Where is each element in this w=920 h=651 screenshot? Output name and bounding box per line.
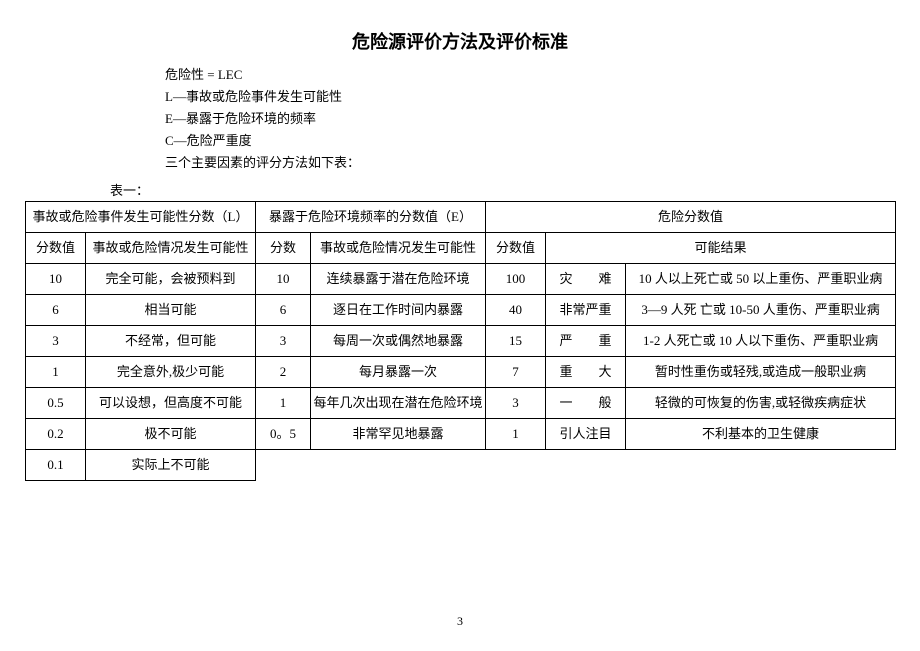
header-c-score: 分数值 xyxy=(486,233,546,264)
header-e-desc: 事故或危险情况发生可能性 xyxy=(311,233,486,264)
cell-l-score: 0.2 xyxy=(26,419,86,450)
cell-c-desc xyxy=(626,450,896,481)
lec-table: 事故或危险事件发生可能性分数（L） 暴露于危险环境频率的分数值（E） 危险分数值… xyxy=(25,201,896,481)
intro-line-4: C—危险严重度 xyxy=(165,130,920,152)
table-label: 表一： xyxy=(110,180,920,199)
cell-c-score: 1 xyxy=(486,419,546,450)
cell-c-desc: 1-2 人死亡或 10 人以下重伤、严重职业病 xyxy=(626,326,896,357)
cell-c-score xyxy=(486,450,546,481)
table-row: 10 完全可能，会被预料到 10 连续暴露于潜在危险环境 100 灾 难 10 … xyxy=(26,264,896,295)
header-group-l: 事故或危险事件发生可能性分数（L） xyxy=(26,202,256,233)
cell-c-score: 40 xyxy=(486,295,546,326)
cell-c-score: 15 xyxy=(486,326,546,357)
cell-e-desc: 连续暴露于潜在危险环境 xyxy=(311,264,486,295)
cell-c-level xyxy=(546,450,626,481)
cell-l-desc: 完全可能，会被预料到 xyxy=(86,264,256,295)
cell-e-desc: 每周一次或偶然地暴露 xyxy=(311,326,486,357)
intro-line-3: E—暴露于危险环境的频率 xyxy=(165,108,920,130)
table-row: 3 不经常，但可能 3 每周一次或偶然地暴露 15 严 重 1-2 人死亡或 1… xyxy=(26,326,896,357)
cell-c-desc: 轻微的可恢复的伤害,或轻微疾病症状 xyxy=(626,388,896,419)
header-l-score: 分数值 xyxy=(26,233,86,264)
cell-c-score: 7 xyxy=(486,357,546,388)
cell-e-score: 6 xyxy=(256,295,311,326)
table-row: 1 完全意外,极少可能 2 每月暴露一次 7 重 大 暂时性重伤或轻残,或造成一… xyxy=(26,357,896,388)
cell-l-desc: 实际上不可能 xyxy=(86,450,256,481)
cell-e-desc: 每月暴露一次 xyxy=(311,357,486,388)
cell-c-score: 3 xyxy=(486,388,546,419)
cell-c-desc: 暂时性重伤或轻残,或造成一般职业病 xyxy=(626,357,896,388)
cell-l-score: 0.1 xyxy=(26,450,86,481)
cell-c-score: 100 xyxy=(486,264,546,295)
header-row-2: 分数值 事故或危险情况发生可能性 分数 事故或危险情况发生可能性 分数值 可能结… xyxy=(26,233,896,264)
page-number: 3 xyxy=(0,614,920,629)
header-c-result: 可能结果 xyxy=(546,233,896,264)
intro-block: 危险性 = LEC L—事故或危险事件发生可能性 E—暴露于危险环境的频率 C—… xyxy=(165,64,920,174)
cell-e-score: 2 xyxy=(256,357,311,388)
cell-e-score: 0。5 xyxy=(256,419,311,450)
intro-line-2: L—事故或危险事件发生可能性 xyxy=(165,86,920,108)
cell-l-desc: 可以设想，但高度不可能 xyxy=(86,388,256,419)
cell-l-desc: 不经常，但可能 xyxy=(86,326,256,357)
table-row: 0.5 可以设想，但高度不可能 1 每年几次出现在潜在危险环境 3 一 般 轻微… xyxy=(26,388,896,419)
page-title: 危险源评价方法及评价标准 xyxy=(0,0,920,64)
cell-c-level: 非常严重 xyxy=(546,295,626,326)
header-l-desc: 事故或危险情况发生可能性 xyxy=(86,233,256,264)
cell-l-desc: 极不可能 xyxy=(86,419,256,450)
header-group-e: 暴露于危险环境频率的分数值（E） xyxy=(256,202,486,233)
cell-e-desc xyxy=(311,450,486,481)
cell-c-level: 灾 难 xyxy=(546,264,626,295)
cell-c-level: 严 重 xyxy=(546,326,626,357)
header-group-c: 危险分数值 xyxy=(486,202,896,233)
cell-l-score: 10 xyxy=(26,264,86,295)
cell-e-score: 3 xyxy=(256,326,311,357)
header-e-score: 分数 xyxy=(256,233,311,264)
cell-e-score: 10 xyxy=(256,264,311,295)
table-row: 6 相当可能 6 逐日在工作时间内暴露 40 非常严重 3—9 人死 亡或 10… xyxy=(26,295,896,326)
table-row: 0.2 极不可能 0。5 非常罕见地暴露 1 引人注目 不利基本的卫生健康 xyxy=(26,419,896,450)
cell-l-score: 6 xyxy=(26,295,86,326)
header-row-1: 事故或危险事件发生可能性分数（L） 暴露于危险环境频率的分数值（E） 危险分数值 xyxy=(26,202,896,233)
intro-line-1: 危险性 = LEC xyxy=(165,64,920,86)
cell-l-score: 3 xyxy=(26,326,86,357)
cell-l-score: 0.5 xyxy=(26,388,86,419)
cell-e-score: 1 xyxy=(256,388,311,419)
cell-c-desc: 不利基本的卫生健康 xyxy=(626,419,896,450)
cell-c-level: 重 大 xyxy=(546,357,626,388)
intro-line-5: 三个主要因素的评分方法如下表： xyxy=(165,152,920,174)
cell-e-desc: 逐日在工作时间内暴露 xyxy=(311,295,486,326)
cell-e-desc: 每年几次出现在潜在危险环境 xyxy=(311,388,486,419)
cell-c-desc: 3—9 人死 亡或 10-50 人重伤、严重职业病 xyxy=(626,295,896,326)
table-row: 0.1 实际上不可能 xyxy=(26,450,896,481)
cell-c-level: 引人注目 xyxy=(546,419,626,450)
cell-c-desc: 10 人以上死亡或 50 以上重伤、严重职业病 xyxy=(626,264,896,295)
cell-e-score xyxy=(256,450,311,481)
cell-e-desc: 非常罕见地暴露 xyxy=(311,419,486,450)
cell-c-level: 一 般 xyxy=(546,388,626,419)
cell-l-desc: 相当可能 xyxy=(86,295,256,326)
cell-l-score: 1 xyxy=(26,357,86,388)
cell-l-desc: 完全意外,极少可能 xyxy=(86,357,256,388)
